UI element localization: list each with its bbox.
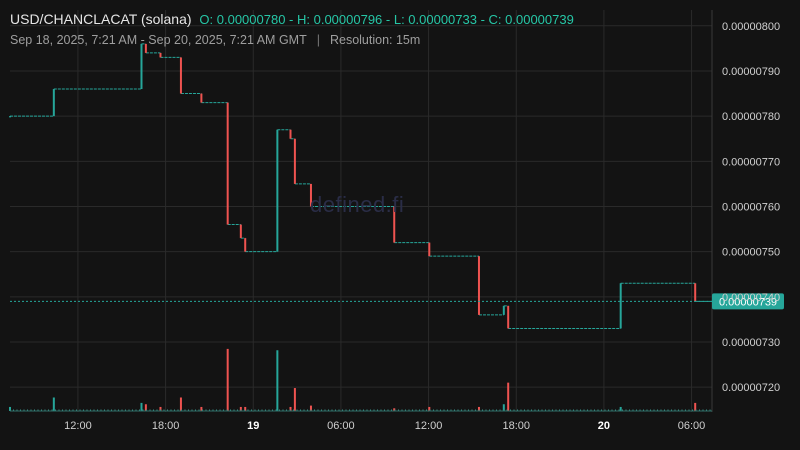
x-tick-label: 12:00 <box>64 420 92 432</box>
x-tick-label: 18:00 <box>502 420 530 432</box>
volume-bar <box>144 404 147 411</box>
volume-bars <box>9 348 697 411</box>
candle-body <box>226 102 229 225</box>
last-price-label: 0.00000739 <box>719 296 777 308</box>
candle-body <box>428 242 431 257</box>
volume-bar <box>52 397 55 411</box>
volume-bar <box>507 382 510 411</box>
y-tick-label: 0.00000730 <box>722 337 780 349</box>
x-tick-label: 20 <box>598 420 610 432</box>
x-tick-label: 19 <box>247 420 259 432</box>
candle-body <box>239 224 242 239</box>
y-tick-label: 0.00000780 <box>722 111 780 123</box>
volume-bar <box>477 406 480 411</box>
pair-title: USD/CHANCLACAT (solana) <box>10 11 192 27</box>
x-tick-label: 06:00 <box>678 420 706 432</box>
candle-body <box>309 183 312 207</box>
volume-bar <box>179 397 182 411</box>
candle-body <box>477 256 480 315</box>
chart-subheader: Sep 18, 2025, 7:21 AM - Sep 20, 2025, 7:… <box>10 33 420 47</box>
x-axis-labels: 12:00 18:00 19 06:00 12:00 18:00 20 06:00 <box>64 420 705 432</box>
volume-bar <box>309 405 312 411</box>
candle-body <box>144 43 147 53</box>
candle-body <box>289 129 292 139</box>
tick-marks <box>9 409 712 412</box>
volume-bar <box>226 348 229 411</box>
candle-body <box>244 238 247 252</box>
ohlc-readout: O: 0.00000780 - H: 0.00000796 - L: 0.000… <box>199 12 574 27</box>
x-tick-label: 18:00 <box>152 420 180 432</box>
candle-body <box>393 206 396 243</box>
volume-bar <box>393 408 396 411</box>
candle-body <box>619 283 622 329</box>
last-price-line: 0.00000739 <box>10 293 784 310</box>
volume-bar <box>140 402 143 411</box>
last-price-badge <box>712 293 784 310</box>
separator: | <box>316 33 320 47</box>
y-tick-label: 0.00000790 <box>722 66 780 78</box>
volume-bar <box>276 350 279 411</box>
y-tick-label: 0.00000770 <box>722 156 780 168</box>
candles <box>9 43 712 329</box>
volume-bar <box>289 406 292 411</box>
volume-bar <box>9 406 11 411</box>
candle-body <box>507 305 510 329</box>
date-range: Sep 18, 2025, 7:21 AM - Sep 20, 2025, 7:… <box>10 33 307 47</box>
y-axis-labels: 0.00000720 0.00000730 0.00000740 0.00000750… <box>722 21 780 394</box>
watermark: defined.fi <box>310 192 405 217</box>
chart-header: USD/CHANCLACAT (solana) O: 0.00000780 - … <box>10 11 574 27</box>
candle-body <box>52 89 55 117</box>
volume-bar <box>200 406 203 411</box>
volume-bar <box>619 406 622 411</box>
candle-body <box>140 43 143 90</box>
candle-body <box>293 138 296 184</box>
y-tick-label: 0.00000750 <box>722 247 780 259</box>
volume-bar <box>694 402 697 411</box>
y-tick-label: 0.00000800 <box>722 21 780 33</box>
volume-bar <box>239 406 242 411</box>
y-tick-label: 0.00000740 <box>722 292 780 304</box>
volume-bar <box>244 406 247 411</box>
volume-bar <box>502 404 505 411</box>
candle-body <box>200 93 203 103</box>
x-tick-label: 06:00 <box>327 420 355 432</box>
candle-body <box>9 116 11 118</box>
volume-bar <box>428 406 431 411</box>
candle-body <box>502 305 505 315</box>
y-tick-label: 0.00000760 <box>722 201 780 213</box>
candle-body <box>276 129 279 252</box>
resolution[interactable]: Resolution: 15m <box>329 33 421 47</box>
candle-body <box>179 57 182 94</box>
y-tick-label: 0.00000720 <box>722 382 780 394</box>
x-tick-label: 12:00 <box>415 420 443 432</box>
candle-body <box>159 52 162 58</box>
volume-bar <box>293 388 296 411</box>
volume-bar <box>159 406 162 411</box>
candle-body <box>694 283 697 302</box>
